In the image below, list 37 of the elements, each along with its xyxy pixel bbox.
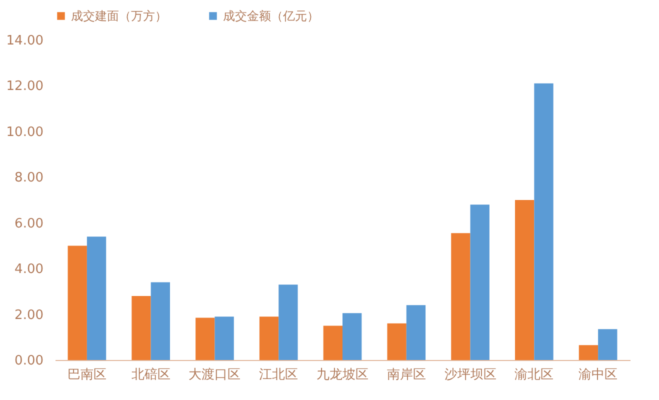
- bar: [578, 345, 598, 360]
- y-tick-label: 6.00: [14, 216, 44, 232]
- bar: [214, 316, 234, 360]
- y-tick-label: 12.00: [6, 79, 44, 94]
- bar: [150, 282, 170, 360]
- legend-label: 成交建面（万方）: [71, 9, 167, 23]
- bar: [132, 296, 151, 360]
- legend-label: 成交金额（亿元）: [223, 9, 319, 23]
- bar: [68, 246, 87, 360]
- x-tick-label: 渝中区: [578, 368, 618, 382]
- bar: [470, 204, 490, 360]
- bar: [86, 236, 106, 360]
- bar: [259, 316, 279, 360]
- bar: [451, 233, 470, 360]
- x-tick-label: 江北区: [259, 368, 298, 382]
- x-tick-label: 沙坪坝区: [444, 368, 496, 382]
- y-tick-label: 14.00: [6, 34, 44, 48]
- y-tick-label: 0.00: [14, 354, 44, 368]
- y-tick-label: 10.00: [6, 124, 44, 140]
- y-tick-label: 2.00: [14, 308, 44, 323]
- bar: [515, 200, 534, 360]
- bar: [323, 326, 342, 360]
- x-tick-label: 大渡口区: [188, 368, 241, 382]
- bar: [598, 329, 618, 360]
- x-tick-label: 南岸区: [386, 368, 426, 382]
- bar: [387, 323, 406, 360]
- bar: [342, 313, 362, 360]
- x-tick-label: 九龙坡区: [316, 368, 368, 382]
- x-tick-label: 北碚区: [131, 368, 170, 382]
- y-tick-label: 4.00: [14, 262, 44, 278]
- y-tick-label: 8.00: [14, 170, 44, 186]
- x-tick-label: 巴南区: [67, 368, 106, 382]
- bar: [196, 318, 215, 360]
- bar: [534, 83, 554, 360]
- bar: [278, 284, 298, 360]
- x-tick-label: 渝北区: [514, 368, 554, 382]
- bar: [406, 305, 426, 360]
